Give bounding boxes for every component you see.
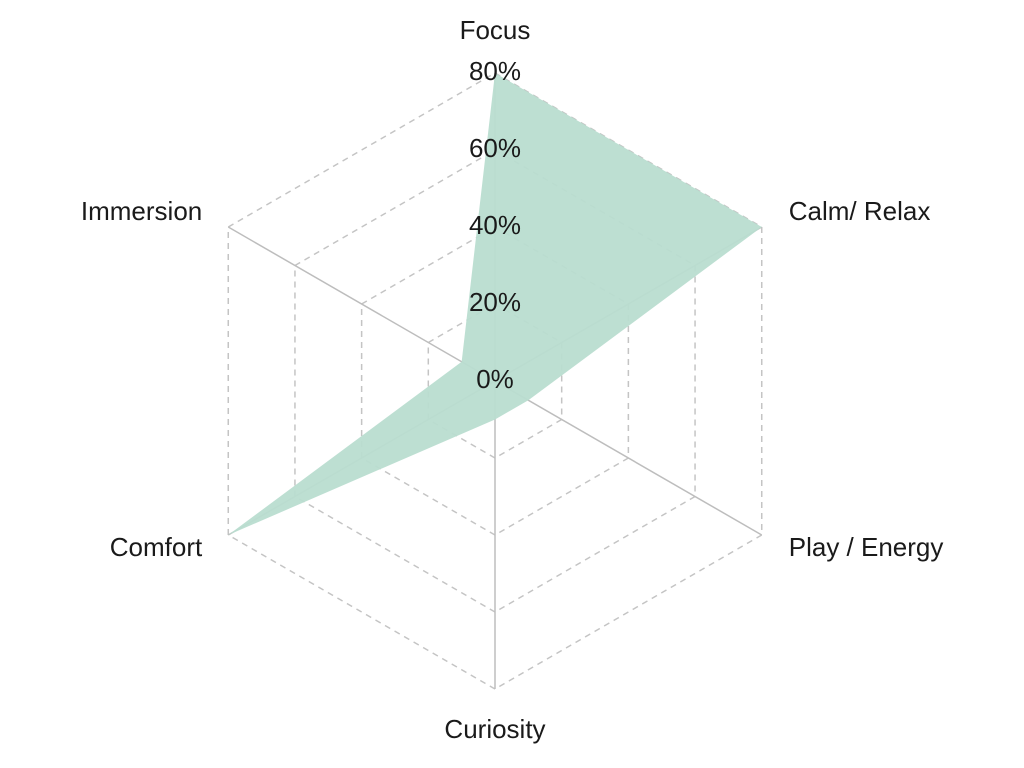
category-label: Immersion [81, 196, 202, 226]
axis-line [494, 380, 763, 536]
category-label: Focus [460, 15, 531, 45]
category-label: Calm/ Relax [789, 196, 931, 226]
data-area [228, 73, 762, 535]
r-tick-label: 40% [469, 210, 521, 240]
r-tick-label: 0% [476, 364, 514, 394]
axis-line [227, 226, 496, 382]
r-tick-label: 60% [469, 133, 521, 163]
category-label: Comfort [110, 532, 203, 562]
r-tick-label: 20% [469, 287, 521, 317]
category-label: Curiosity [444, 714, 545, 744]
category-label: Play / Energy [789, 532, 944, 562]
r-tick-label: 80% [469, 56, 521, 86]
